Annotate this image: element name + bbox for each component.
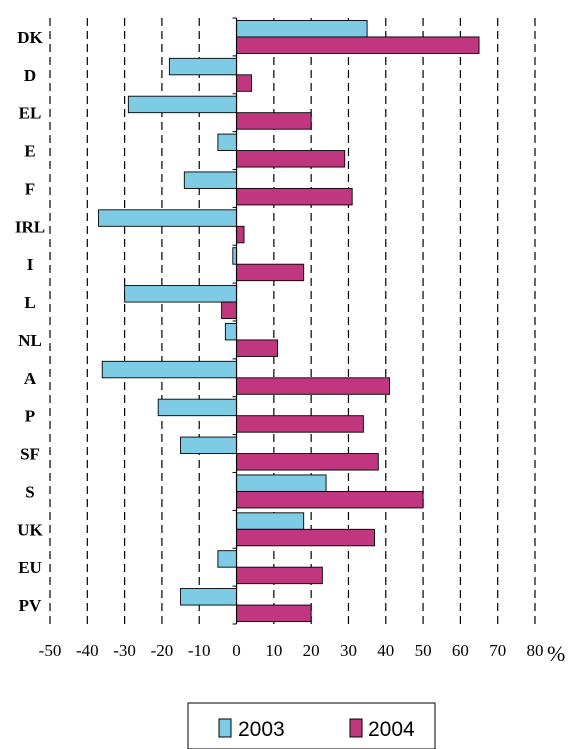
category-label: EL <box>19 104 42 123</box>
category-label: EU <box>18 558 42 577</box>
x-tick-label: 10 <box>265 641 282 660</box>
x-tick-labels: -50 -40 -30 -20 -10 0 10 20 30 40 50 60 70 80 <box>39 641 544 660</box>
category-label: I <box>27 255 34 274</box>
bar-2003 <box>224 322 237 341</box>
x-tick-label: -40 <box>76 641 99 660</box>
category-label: SF <box>20 445 40 464</box>
bar-2003 <box>101 360 237 379</box>
category-label: L <box>24 293 35 312</box>
bar-2004 <box>236 225 245 244</box>
bar-2003 <box>168 57 237 76</box>
x-tick-label: 20 <box>303 641 320 660</box>
category-label: NL <box>18 331 42 350</box>
bar-2004 <box>236 339 279 357</box>
legend: 2003 2004 <box>187 702 436 749</box>
bar-2003 <box>236 19 368 38</box>
bar-2004 <box>236 490 424 509</box>
bar-2004 <box>236 263 305 282</box>
x-tick-label: 40 <box>377 641 394 660</box>
bar-2004 <box>236 187 353 206</box>
bar-2004 <box>221 301 237 320</box>
category-label: S <box>25 482 34 501</box>
category-label: D <box>24 66 36 85</box>
bar-2003 <box>98 209 237 227</box>
bar-2004 <box>236 36 480 54</box>
bar-2003 <box>180 436 237 455</box>
bar-2004 <box>236 415 364 433</box>
bar-2003 <box>217 550 237 568</box>
bar-2004 <box>236 566 323 585</box>
bar-2004 <box>236 528 376 547</box>
bar-2003 <box>127 95 237 114</box>
category-label: A <box>24 369 37 388</box>
bar-2004 <box>236 604 312 623</box>
category-label: PV <box>19 596 42 615</box>
x-tick-label: 30 <box>340 641 357 660</box>
bars <box>98 19 480 623</box>
bar-2004 <box>236 112 312 130</box>
category-label: DK <box>17 28 43 47</box>
category-label: F <box>25 179 35 198</box>
x-tick-label: 0 <box>232 641 241 660</box>
x-tick-label: -20 <box>151 641 174 660</box>
bar-2004 <box>236 150 346 168</box>
category-label: UK <box>17 520 43 539</box>
bar-2003 <box>157 398 237 417</box>
category-label: E <box>24 142 35 161</box>
bar-2003 <box>124 285 237 303</box>
legend-swatch-2003 <box>218 718 232 738</box>
x-tick-label: 70 <box>489 641 506 660</box>
axes <box>232 17 238 625</box>
bar-2003 <box>236 474 327 492</box>
bar-2003 <box>217 133 237 152</box>
bar-2003 <box>180 588 237 606</box>
bar-2004 <box>236 453 379 471</box>
bar-2004 <box>236 74 252 92</box>
x-tick-label: 80 <box>527 641 544 660</box>
x-tick-label: -10 <box>188 641 211 660</box>
category-labels: DK D EL EF IRL IL NL AP SF S UK EU PV <box>15 28 45 615</box>
legend-label-2004: 2004 <box>368 718 415 741</box>
x-tick-label: 60 <box>452 641 469 660</box>
bar-2003 <box>183 171 237 189</box>
category-label: IRL <box>15 217 45 236</box>
x-unit-label: % <box>547 641 565 666</box>
bar-2003 <box>236 512 305 530</box>
x-tick-label: -50 <box>39 641 62 660</box>
legend-swatch-2004 <box>349 718 363 738</box>
x-tick-label: -30 <box>113 641 136 660</box>
category-label: P <box>25 407 35 426</box>
bar-2004 <box>236 377 390 395</box>
gridlines <box>49 18 536 624</box>
x-tick-label: 50 <box>415 641 432 660</box>
legend-label-2003: 2003 <box>238 718 285 741</box>
